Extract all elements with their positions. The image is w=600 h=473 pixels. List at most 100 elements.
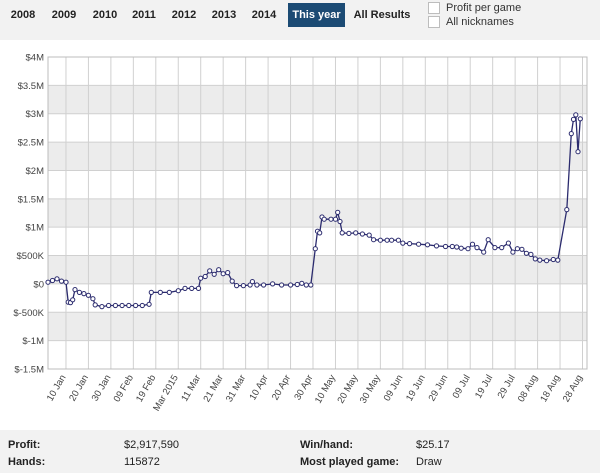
profit-data-point <box>400 240 406 246</box>
profit-data-point <box>550 256 556 263</box>
profit-chart-panel: $-1.5M $-1M $-500K $0 $500K $1M $1.5M $2M $2.5M $… <box>0 40 600 430</box>
win-per-hand-label: Win/hand: <box>300 439 354 451</box>
profit-data-point <box>335 209 341 215</box>
plot-border <box>47 56 588 370</box>
profit-data-point <box>424 242 431 248</box>
x-tick-label: 19 Jun <box>404 373 428 403</box>
profit-data-point <box>119 302 125 309</box>
profit-data-point <box>99 304 105 310</box>
profit-data-point <box>166 289 172 295</box>
profit-data-point <box>76 289 83 295</box>
profit-data-point <box>182 285 188 291</box>
profit-data-point <box>294 281 300 288</box>
tab-2009[interactable]: 2009 <box>51 9 77 21</box>
x-tick-label: 19 Feb <box>134 373 158 404</box>
x-tick-label: 10 May <box>313 373 338 406</box>
profit-data-point <box>90 296 96 302</box>
profit-data-point <box>81 291 87 297</box>
profit-data-point <box>202 273 208 280</box>
profit-data-point <box>371 237 377 243</box>
profit-line-chart: $-1.5M $-1M $-500K $0 $500K $1M $1.5M $2M $2.5M $… <box>13 53 588 413</box>
profit-data-point <box>416 241 422 247</box>
tab-2011[interactable]: 2011 <box>132 9 156 21</box>
profit-data-point <box>249 279 255 285</box>
x-tick-label: 30 Jan <box>90 373 114 403</box>
profit-data-point <box>112 302 119 309</box>
profit-data-point <box>198 275 204 281</box>
profit-data-point <box>220 271 226 277</box>
profit-data-point <box>207 268 213 274</box>
profit-data-point <box>175 288 181 294</box>
grid-band <box>48 312 587 341</box>
profit-data-point <box>544 258 550 264</box>
profit-data-point <box>366 232 372 238</box>
x-tick-label: 09 Feb <box>112 373 136 404</box>
grid-band <box>48 85 587 114</box>
profit-data-point <box>346 230 352 236</box>
profit-per-game-label: Profit per game <box>446 2 522 14</box>
y-tick-label: $-500K <box>13 308 44 319</box>
profit-data-point <box>312 246 318 252</box>
profit-data-point <box>384 237 390 243</box>
stats-panel: Profit: $2,917,590 Win/hand: $25.17 Hand… <box>0 432 600 473</box>
y-tick-label: $500K <box>17 251 45 262</box>
tab-2013[interactable]: 2013 <box>211 9 237 21</box>
profit-data-point <box>133 302 139 309</box>
profit-data-point <box>240 283 246 289</box>
tab-all-results[interactable]: All Results <box>353 9 411 21</box>
profit-data-point <box>72 287 78 293</box>
profit-data-point <box>537 257 543 263</box>
profit-data-point <box>126 302 132 309</box>
x-tick-label: 08 Aug <box>516 373 540 404</box>
most-played-game-label: Most played game: <box>300 456 400 468</box>
x-tick-label: 31 Mar <box>224 373 248 404</box>
tab-2008[interactable]: 2008 <box>10 9 36 21</box>
profit-data-point <box>157 289 163 295</box>
profit-data-point <box>449 243 455 250</box>
profit-data-point <box>359 231 365 237</box>
profit-data-point <box>299 280 305 286</box>
profit-data-point <box>70 297 76 303</box>
profit-data-point <box>45 279 51 285</box>
tab-this-year[interactable]: This year <box>288 3 345 27</box>
y-tick-label: $-1M <box>22 336 44 347</box>
profit-data-point <box>85 292 92 298</box>
x-tick-label: 30 Apr <box>292 373 315 402</box>
profit-data-point <box>458 245 464 251</box>
most-played-game-value: Draw <box>416 456 442 468</box>
x-tick-label: 09 Jul <box>451 373 473 400</box>
x-tick-label: 20 Apr <box>270 373 293 402</box>
x-tick-label: 21 Mar <box>201 373 225 404</box>
profit-data-point <box>332 216 339 222</box>
profit-data-point <box>58 278 65 284</box>
x-tick-label: 20 Jan <box>67 373 91 403</box>
y-tick-label: $-1.5M <box>14 365 44 376</box>
profit-data-point <box>492 245 498 251</box>
profit-data-point <box>577 116 583 122</box>
tab-2014[interactable]: 2014 <box>251 9 277 21</box>
x-tick-label: 30 May <box>358 373 383 406</box>
profit-data-point <box>407 241 413 247</box>
x-tick-label: 18 Aug <box>538 373 562 404</box>
y-tick-label: $1.5M <box>18 194 44 205</box>
grid-band <box>48 198 587 228</box>
tab-2012[interactable]: 2012 <box>171 9 197 21</box>
profit-value: $2,917,590 <box>124 439 180 451</box>
profit-data-point <box>106 302 112 309</box>
profit-data-point <box>485 237 491 243</box>
tab-2010[interactable]: 2010 <box>92 9 118 21</box>
profit-data-point <box>189 285 195 291</box>
y-tick-label: $0 <box>33 279 44 290</box>
all-nicknames-checkbox[interactable] <box>428 16 440 28</box>
profit-data-point <box>317 230 323 236</box>
profit-data-point <box>254 282 260 288</box>
profit-data-point <box>216 267 222 273</box>
profit-data-point <box>148 289 154 295</box>
hands-value: 115872 <box>124 456 160 468</box>
grid-band <box>48 142 587 171</box>
profit-data-point <box>353 230 359 236</box>
profit-data-point <box>532 256 538 262</box>
win-per-hand-value: $25.17 <box>416 439 450 451</box>
profit-per-game-checkbox[interactable] <box>428 2 440 14</box>
profit-data-point <box>564 207 570 213</box>
